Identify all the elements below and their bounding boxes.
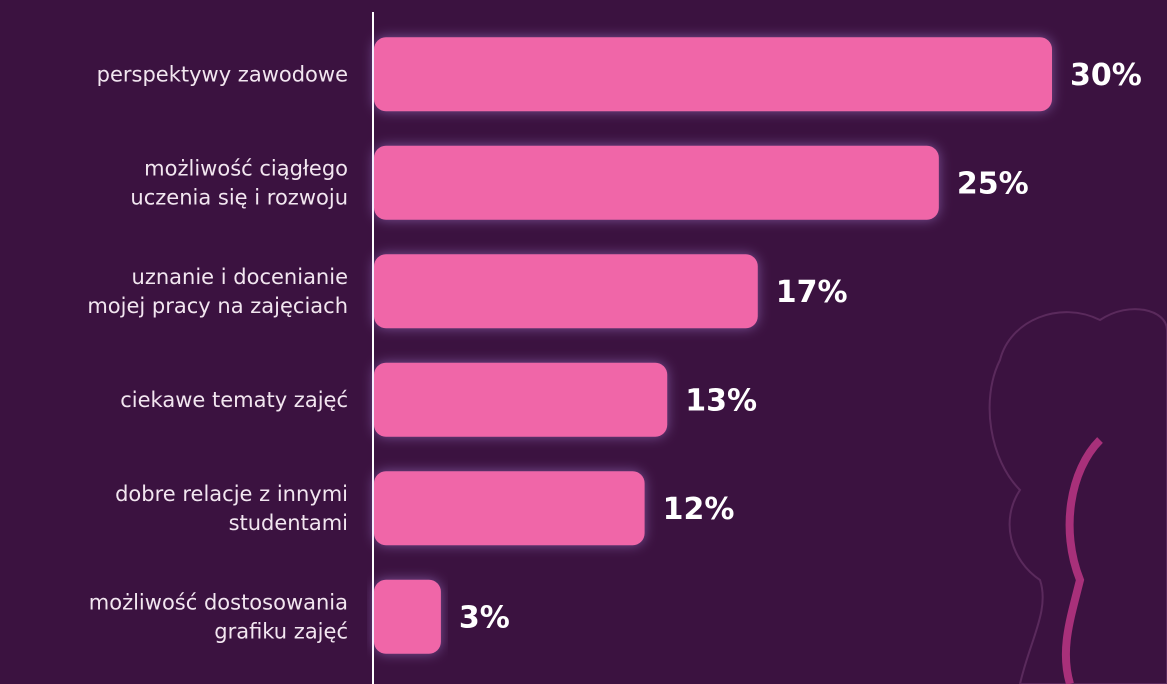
value-label: 30% <box>1070 58 1142 93</box>
value-label: 12% <box>663 492 735 527</box>
category-label: uznanie i docenianie mojej pracy na zajęc… <box>87 265 348 318</box>
value-label: 13% <box>685 383 757 418</box>
bar <box>374 362 668 437</box>
category-label: perspektywy zawodowe <box>97 62 348 86</box>
value-label: 17% <box>776 275 848 310</box>
bar <box>374 471 645 546</box>
value-label: 25% <box>957 166 1029 201</box>
category-label: możliwość ciągłego uczenia się i rozwoju <box>130 156 348 209</box>
bar <box>374 37 1052 112</box>
category-label: ciekawe tematy zajęć <box>120 388 348 412</box>
category-label: możliwość dostosowania grafiku zajęć <box>89 590 348 643</box>
bar <box>374 145 939 220</box>
value-label: 3% <box>459 600 510 635</box>
bar <box>374 579 441 654</box>
category-label: dobre relacje z innymi studentami <box>115 482 348 535</box>
decoration <box>1061 437 1103 684</box>
decoration <box>988 308 1167 684</box>
bar <box>374 254 758 329</box>
